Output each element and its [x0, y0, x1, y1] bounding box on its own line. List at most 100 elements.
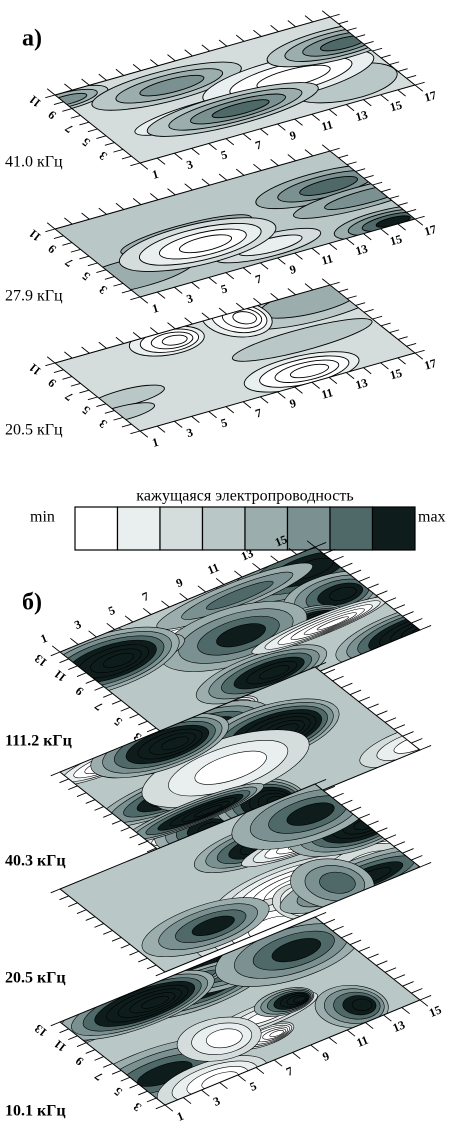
tick-mark — [202, 45, 210, 51]
tick-mark — [147, 965, 156, 969]
tick-mark — [236, 169, 244, 175]
tick-mark — [234, 571, 242, 577]
tick-mark — [122, 290, 132, 293]
tick-mark — [403, 849, 414, 854]
tick-label: 9 — [73, 1054, 86, 1069]
tick-mark — [341, 933, 352, 938]
tick-mark — [271, 25, 279, 31]
tick-mark — [385, 835, 396, 840]
tick-mark — [52, 646, 60, 652]
tick-label: 7 — [254, 271, 264, 286]
tick-mark — [79, 390, 89, 393]
tick-mark — [260, 397, 268, 403]
tick-mark — [168, 55, 176, 61]
tick-mark — [201, 1090, 209, 1096]
tick-mark — [64, 218, 72, 224]
tick-mark — [271, 293, 279, 299]
tick-mark — [350, 570, 361, 575]
map-body — [10, 136, 461, 316]
tick-label: 7 — [62, 255, 75, 270]
tick-label: 9 — [45, 108, 58, 123]
tick-mark — [89, 631, 97, 637]
tick-mark — [219, 308, 227, 314]
tick-mark — [402, 1008, 410, 1014]
tick-mark — [180, 593, 188, 599]
tick-mark — [130, 431, 140, 434]
tick-label: 11 — [320, 385, 335, 402]
tick-mark — [125, 616, 133, 622]
tick-mark — [86, 917, 95, 921]
tick-mark — [216, 578, 224, 584]
legend-swatch — [160, 507, 203, 550]
tick-mark — [381, 55, 391, 58]
tick-mark — [347, 1030, 355, 1036]
figure: а) б) кажущаяся электропроводность min m… — [0, 0, 461, 1142]
tick-mark — [88, 397, 98, 400]
tick-mark — [165, 1105, 173, 1111]
tick-mark — [47, 357, 55, 363]
tick-label: 17 — [423, 88, 438, 105]
tick-mark — [305, 16, 313, 22]
tick-mark — [45, 229, 55, 232]
tick-mark — [398, 358, 406, 364]
tick-label: 5 — [79, 403, 92, 418]
tick-mark — [60, 779, 69, 783]
legend-swatch — [118, 507, 161, 550]
tick-mark — [256, 1068, 264, 1074]
tick-mark — [68, 903, 77, 907]
tick-mark — [312, 382, 320, 388]
tick-mark — [368, 954, 379, 959]
tick-mark — [415, 216, 425, 219]
tick-mark — [330, 148, 340, 151]
tick-mark — [312, 248, 320, 254]
tick-label: 3 — [185, 157, 195, 172]
tick-mark — [305, 150, 313, 156]
tick-mark — [202, 313, 210, 319]
tick-mark — [243, 402, 251, 408]
tick-mark — [45, 363, 55, 366]
tick-mark — [105, 143, 115, 146]
tick-label: 13 — [354, 241, 369, 258]
tick-mark — [133, 64, 141, 70]
tick-mark — [209, 278, 217, 284]
tick-mark — [64, 84, 72, 90]
tick-mark — [121, 827, 130, 831]
tick-label: 9 — [45, 376, 58, 391]
tick-mark — [312, 114, 320, 120]
tick-mark — [295, 119, 303, 125]
tick-mark — [381, 95, 389, 101]
tick-mark — [79, 256, 89, 259]
tick-mark — [346, 239, 354, 245]
tick-mark — [356, 303, 366, 306]
tick-mark — [51, 652, 60, 656]
tick-mark — [339, 155, 349, 158]
tick-mark — [368, 584, 379, 589]
tick-mark — [415, 350, 425, 353]
tick-mark — [403, 612, 414, 617]
tick-mark — [253, 298, 261, 304]
tick-mark — [60, 659, 69, 663]
tick-mark — [95, 924, 104, 928]
tick-mark — [45, 95, 55, 98]
tick-label: 3 — [96, 416, 109, 431]
tick-mark — [315, 912, 326, 917]
tick-mark — [381, 229, 389, 235]
tick-mark — [407, 343, 417, 346]
tick-mark — [295, 253, 303, 259]
tick-mark — [253, 164, 261, 170]
tick-mark — [243, 268, 251, 274]
tick-label: 1 — [150, 435, 160, 450]
tick-mark — [329, 243, 337, 249]
tick-mark — [226, 407, 234, 413]
tick-mark — [70, 638, 78, 644]
tick-label: 1 — [150, 167, 160, 182]
tick-mark — [112, 1070, 121, 1074]
tick-label: 1 — [38, 631, 49, 646]
tick-label: 17 — [423, 356, 438, 373]
tick-mark — [311, 1045, 319, 1051]
tick-mark — [122, 424, 132, 427]
tick-mark — [68, 666, 77, 670]
tick-mark — [295, 387, 303, 393]
tick-mark — [356, 35, 366, 38]
tick-label: 3 — [131, 1100, 144, 1115]
